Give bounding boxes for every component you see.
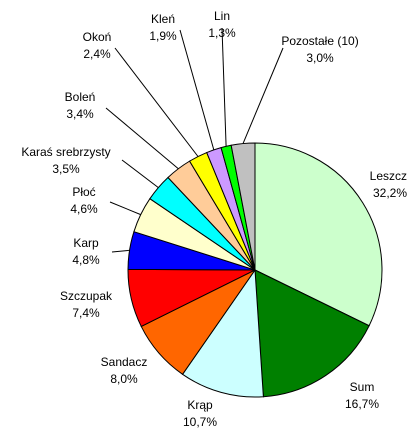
slice-value-label: 7,4% [72, 306, 100, 320]
slice-label: Karaś srebrzysty [21, 145, 110, 159]
slice-value-label: 3,5% [52, 162, 80, 176]
slice-value-label: 1,3% [208, 26, 236, 40]
slice-label: Boleń [65, 90, 96, 104]
pie-slice [181, 268, 264, 398]
slice-label: Sum [350, 380, 375, 394]
slice-value-label: 1,9% [149, 29, 177, 43]
slice-label: Karp [73, 236, 99, 250]
leader-line [105, 107, 179, 170]
leader-line [109, 201, 141, 216]
slice-value-label: 2,4% [83, 47, 111, 61]
slice-value-label: 3,4% [66, 107, 94, 121]
slice-value-label: 3,0% [306, 51, 334, 65]
slice-label: Pozostałe (10) [281, 34, 358, 48]
slice-label: Kleń [151, 12, 175, 26]
slice-label: Sandacz [101, 355, 148, 369]
slice-label: Płoć [72, 185, 95, 199]
slice-value-label: 10,7% [183, 415, 217, 429]
slice-value-label: 4,8% [72, 253, 100, 267]
slice-label: Szczupak [60, 289, 113, 303]
slice-value-label: 8,0% [110, 372, 138, 386]
slice-value-label: 16,7% [345, 397, 379, 411]
pie-slice [230, 142, 256, 271]
slice-label: Leszcz [370, 169, 407, 183]
slice-value-label: 4,6% [70, 202, 98, 216]
pie-slice [254, 269, 370, 398]
slice-label: Lin [214, 9, 230, 23]
leader-line [179, 29, 215, 150]
slice-label: Krąp [187, 398, 213, 412]
slice-value-label: 32,2% [373, 186, 407, 200]
leader-line [121, 159, 159, 189]
pie-slice [254, 142, 383, 327]
leader-line [242, 47, 284, 144]
leader-line [111, 249, 130, 253]
leader-line [221, 27, 227, 147]
leader-line [114, 47, 199, 157]
slice-label: Okoń [83, 30, 112, 44]
